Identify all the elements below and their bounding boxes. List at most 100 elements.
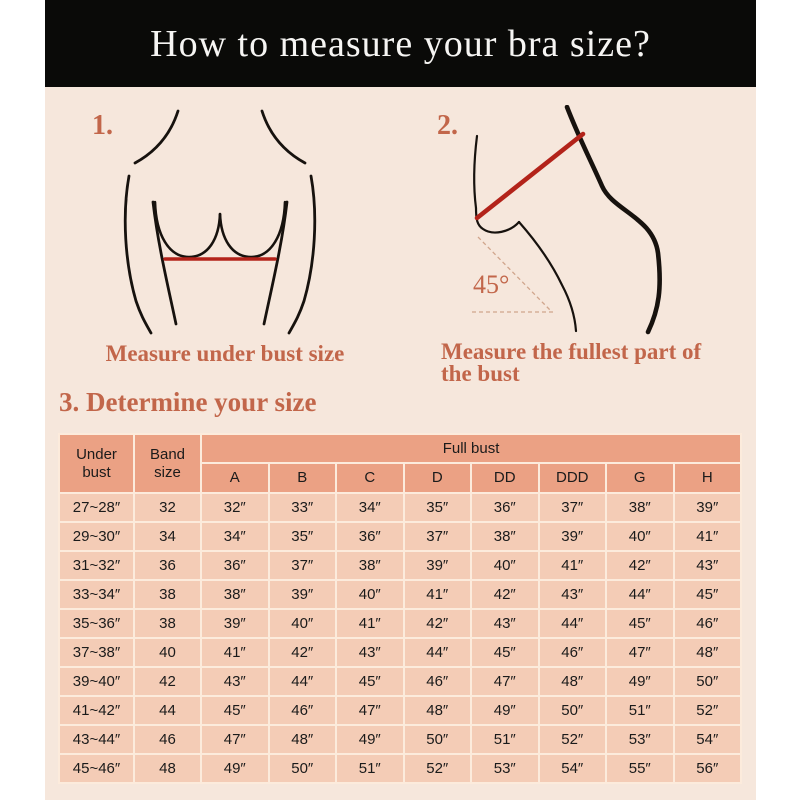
full-bust-cell: 49″: [335, 724, 405, 755]
side-torso-illustration: [472, 105, 662, 335]
side-back-line: [564, 105, 662, 335]
size-table-row: 45~46″ 48 49″ 50″ 51″ 52″ 53″ 54″ 55″ 56″: [58, 753, 743, 784]
size-table-row: 27~28″ 32 32″ 33″ 34″ 35″ 36″ 37″ 38″ 39″: [58, 492, 743, 523]
full-bust-cell: 43″: [672, 550, 743, 581]
full-bust-column-header: Full bust: [199, 433, 743, 464]
full-bust-cell: 53″: [470, 753, 540, 784]
full-bust-cell: 48″: [672, 637, 743, 668]
band-size-cell: 48: [133, 753, 202, 784]
full-bust-cell: 45″: [335, 666, 405, 697]
full-bust-cell: 50″: [402, 724, 472, 755]
full-bust-cell: 48″: [537, 666, 607, 697]
full-bust-cell: 56″: [672, 753, 743, 784]
full-bust-cell: 54″: [672, 724, 743, 755]
full-bust-cell: 37″: [402, 521, 472, 552]
full-bust-cell: 47″: [605, 637, 675, 668]
size-table-row: 29~30″ 34 34″ 35″ 36″ 37″ 38″ 39″ 40″ 41″: [58, 521, 743, 552]
full-bust-cell: 41″: [537, 550, 607, 581]
full-bust-cell: 43″: [200, 666, 270, 697]
step2-caption-line1: Measure the fullest part of: [441, 339, 702, 364]
full-bust-cell: 40″: [335, 579, 405, 610]
full-bust-cell: 41″: [672, 521, 743, 552]
full-bust-cell: 33″: [267, 492, 337, 523]
size-table-body: 27~28″ 32 32″ 33″ 34″ 35″ 36″ 37″ 38″ 39″ 29~30″ 34…: [58, 492, 743, 784]
step2-caption-line2: the bust: [441, 361, 520, 386]
full-bust-cell: 46″: [402, 666, 472, 697]
full-bust-cell: 37″: [267, 550, 337, 581]
size-table-row: 41~42″ 44 45″ 46″ 47″ 48″ 49″ 50″ 51″ 52″: [58, 695, 743, 726]
full-bust-cell: 34″: [335, 492, 405, 523]
full-bust-cell: 53″: [605, 724, 675, 755]
full-bust-cell: 55″: [605, 753, 675, 784]
full-bust-cell: 44″: [537, 608, 607, 639]
full-bust-cell: 41″: [200, 637, 270, 668]
full-bust-cell: 43″: [470, 608, 540, 639]
step2-caption: Measure the fullest part of the bust: [441, 339, 741, 386]
full-bust-cell: 54″: [537, 753, 607, 784]
full-bust-cell: 40″: [605, 521, 675, 552]
front-arm-left-line: [123, 174, 153, 335]
full-bust-cell: 47″: [335, 695, 405, 726]
full-bust-cell: 46″: [267, 695, 337, 726]
infographic-panel: How to measure your bra size? 1. Measure…: [45, 0, 756, 800]
front-torso-right-line: [262, 200, 289, 326]
cup-header-G: G: [605, 462, 675, 494]
full-bust-cell: 50″: [537, 695, 607, 726]
full-bust-cell: 42″: [402, 608, 472, 639]
full-bust-cell: 36″: [200, 550, 270, 581]
full-bust-cell: 32″: [200, 492, 270, 523]
side-chest-line: [473, 134, 479, 210]
under-bust-cell: 33~34″: [58, 579, 135, 610]
full-bust-cell: 43″: [335, 637, 405, 668]
full-bust-cell: 46″: [672, 608, 743, 639]
full-bust-cell: 47″: [200, 724, 270, 755]
band-size-cell: 34: [133, 521, 202, 552]
size-table-row: 43~44″ 46 47″ 48″ 49″ 50″ 51″ 52″ 53″ 54″: [58, 724, 743, 755]
under-bust-column-header: Under bust: [58, 433, 135, 494]
full-bust-cell: 48″: [267, 724, 337, 755]
under-bust-cell: 31~32″: [58, 550, 135, 581]
full-bust-cell: 42″: [605, 550, 675, 581]
band-size-cell: 44: [133, 695, 202, 726]
angle-45-label: 45°: [473, 270, 510, 299]
under-bust-cell: 29~30″: [58, 521, 135, 552]
step2-number: 2.: [437, 110, 458, 141]
size-table-row: 33~34″ 38 38″ 39″ 40″ 41″ 42″ 43″ 44″ 45″: [58, 579, 743, 610]
full-bust-cell: 39″: [672, 492, 743, 523]
step1-caption: Measure under bust size: [105, 341, 345, 366]
under-bust-cell: 41~42″: [58, 695, 135, 726]
full-bust-cell: 38″: [470, 521, 540, 552]
full-bust-cell: 40″: [470, 550, 540, 581]
full-bust-cell: 49″: [470, 695, 540, 726]
band-size-cell: 42: [133, 666, 202, 697]
full-bust-cell: 37″: [537, 492, 607, 523]
under-bust-cell: 27~28″: [58, 492, 135, 523]
under-bust-cell: 35~36″: [58, 608, 135, 639]
size-table-row: 39~40″ 42 43″ 44″ 45″ 46″ 47″ 48″ 49″ 50″: [58, 666, 743, 697]
front-breast-right-curve: [218, 200, 287, 259]
full-bust-cell: 44″: [402, 637, 472, 668]
cup-header-DDD: DDD: [537, 462, 607, 494]
full-bust-cell: 39″: [267, 579, 337, 610]
front-torso-illustration: [123, 109, 317, 335]
full-bust-cell: 43″: [537, 579, 607, 610]
front-neck-left-line: [133, 109, 180, 165]
under-bust-cell: 45~46″: [58, 753, 135, 784]
full-bust-cell: 36″: [335, 521, 405, 552]
full-bust-cell: 42″: [267, 637, 337, 668]
full-bust-cell: 46″: [537, 637, 607, 668]
size-table-row: 37~38″ 40 41″ 42″ 43″ 44″ 45″ 46″ 47″ 48″: [58, 637, 743, 668]
front-breast-left-curve: [153, 200, 222, 259]
cup-header-DD: DD: [470, 462, 540, 494]
full-bust-cell: 39″: [402, 550, 472, 581]
full-bust-cell: 38″: [605, 492, 675, 523]
cup-header-D: D: [402, 462, 472, 494]
full-bust-cell: 45″: [672, 579, 743, 610]
full-bust-cell: 40″: [267, 608, 337, 639]
full-bust-cell: 36″: [470, 492, 540, 523]
step1-number: 1.: [92, 110, 113, 141]
page-title: How to measure your bra size?: [150, 22, 651, 65]
full-bust-cell: 45″: [200, 695, 270, 726]
full-bust-cell: 35″: [402, 492, 472, 523]
band-size-column-header: Band size: [133, 433, 202, 494]
